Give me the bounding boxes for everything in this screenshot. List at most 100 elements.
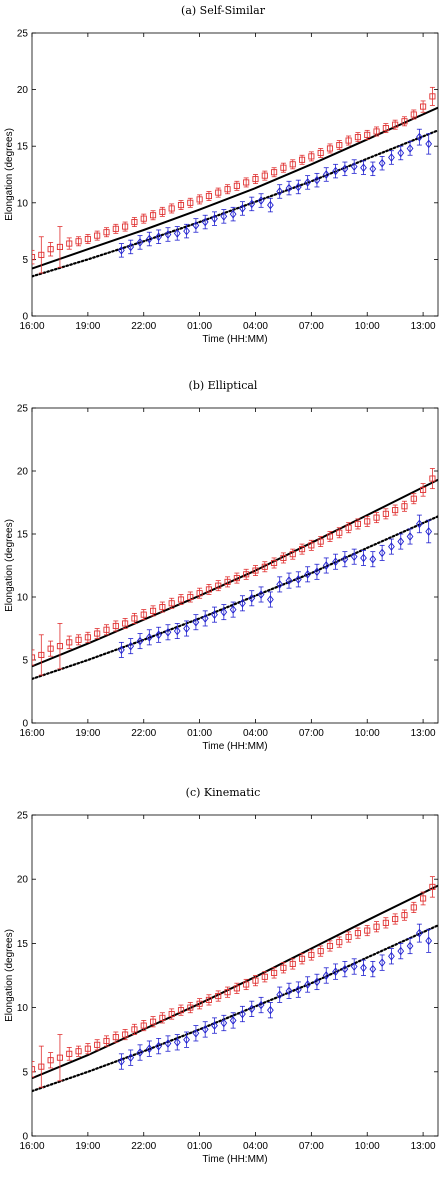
data-point-diamond bbox=[220, 607, 228, 617]
data-point-square bbox=[215, 992, 222, 1000]
data-point-diamond bbox=[164, 1039, 172, 1048]
data-point-diamond bbox=[322, 170, 330, 179]
y-tick-label: 5 bbox=[22, 255, 28, 266]
data-point-square bbox=[75, 636, 82, 643]
data-point-diamond bbox=[211, 214, 218, 223]
data-point-diamond bbox=[183, 1035, 190, 1045]
data-point-square bbox=[392, 121, 399, 128]
data-point-square bbox=[373, 514, 380, 521]
data-point-diamond bbox=[173, 229, 181, 238]
data-point-square bbox=[364, 131, 371, 138]
data-point-square bbox=[47, 645, 54, 652]
data-point-square bbox=[317, 149, 324, 157]
data-point-diamond bbox=[378, 958, 386, 967]
data-point-diamond bbox=[248, 593, 256, 603]
data-point-square bbox=[38, 251, 45, 258]
plot-frame bbox=[31, 32, 439, 317]
data-point-square bbox=[159, 604, 166, 611]
x-tick-label: 10:00 bbox=[355, 728, 380, 739]
data-point-diamond bbox=[416, 928, 423, 938]
data-point-square bbox=[429, 475, 436, 482]
x-tick-label: 07:00 bbox=[299, 1141, 324, 1152]
data-point-square bbox=[382, 125, 389, 132]
data-point-diamond bbox=[155, 1041, 163, 1051]
data-point-diamond bbox=[304, 980, 312, 989]
data-point-diamond bbox=[183, 624, 190, 633]
data-point-square bbox=[298, 156, 306, 163]
data-point-square bbox=[271, 969, 278, 976]
x-tick-label: 10:00 bbox=[355, 1141, 380, 1152]
data-point-square bbox=[429, 93, 436, 100]
data-point-diamond bbox=[220, 212, 228, 221]
x-tick-label: 19:00 bbox=[75, 1141, 100, 1152]
data-point-square bbox=[196, 196, 203, 203]
data-point-diamond bbox=[397, 537, 405, 546]
data-point-square bbox=[354, 134, 361, 141]
data-point-square bbox=[336, 529, 343, 536]
data-point-square bbox=[261, 563, 268, 570]
data-point-square bbox=[382, 510, 389, 517]
data-point-square bbox=[326, 145, 334, 152]
data-point-diamond bbox=[257, 1000, 265, 1010]
data-point-diamond bbox=[397, 148, 405, 158]
data-point-square bbox=[187, 199, 194, 206]
data-point-diamond bbox=[127, 1053, 135, 1063]
data-point-square bbox=[224, 186, 231, 193]
data-point-diamond bbox=[173, 626, 181, 636]
data-point-square bbox=[66, 1050, 73, 1057]
data-point-diamond bbox=[350, 162, 358, 171]
data-point-diamond bbox=[229, 605, 237, 614]
data-point-diamond bbox=[406, 144, 414, 153]
data-point-diamond bbox=[118, 1057, 125, 1066]
plot-frame bbox=[31, 407, 439, 724]
data-point-diamond bbox=[239, 598, 246, 608]
data-point-square bbox=[243, 571, 250, 578]
data-point-diamond bbox=[201, 614, 209, 623]
data-point-diamond bbox=[118, 246, 125, 255]
data-point-square bbox=[410, 904, 417, 911]
y-tick-label: 15 bbox=[17, 939, 29, 950]
data-point-square bbox=[298, 546, 306, 553]
data-point-diamond bbox=[313, 175, 321, 185]
data-point-diamond bbox=[294, 575, 302, 584]
series-blue-diamonds bbox=[118, 923, 433, 1070]
data-point-square bbox=[66, 240, 73, 247]
data-point-square bbox=[150, 212, 157, 219]
data-point-diamond bbox=[248, 199, 256, 209]
y-tick-label: 25 bbox=[17, 404, 29, 415]
y-tick-label: 15 bbox=[17, 530, 29, 541]
data-point-diamond bbox=[369, 554, 377, 564]
data-point-diamond bbox=[164, 627, 172, 637]
x-tick-label: 13:00 bbox=[411, 1141, 436, 1152]
data-point-square bbox=[308, 542, 315, 549]
data-point-square bbox=[84, 1045, 91, 1052]
data-point-square bbox=[47, 246, 54, 253]
x-tick-label: 19:00 bbox=[75, 321, 100, 332]
plot-area bbox=[32, 86, 438, 278]
data-point-diamond bbox=[201, 217, 209, 227]
data-point-square bbox=[345, 933, 352, 941]
data-point-square bbox=[66, 639, 73, 646]
data-point-square bbox=[317, 948, 324, 955]
x-tick-label: 04:00 bbox=[243, 728, 268, 739]
data-point-square bbox=[336, 142, 343, 149]
data-point-diamond bbox=[192, 1028, 200, 1038]
data-point-square bbox=[177, 596, 185, 603]
x-tick-label: 19:00 bbox=[75, 728, 100, 739]
data-point-square bbox=[215, 582, 222, 589]
data-point-diamond bbox=[378, 158, 386, 168]
data-point-square bbox=[364, 518, 371, 525]
data-point-square bbox=[112, 225, 119, 232]
data-point-diamond bbox=[276, 187, 284, 196]
data-point-diamond bbox=[285, 183, 293, 193]
data-point-square bbox=[94, 1041, 101, 1048]
data-point-square bbox=[382, 919, 389, 926]
x-tick-label: 13:00 bbox=[411, 321, 436, 332]
data-point-square bbox=[32, 654, 36, 661]
y-axis-label: Elongation (degrees) bbox=[4, 128, 15, 221]
data-point-diamond bbox=[322, 561, 330, 570]
y-tick-label: 20 bbox=[17, 85, 29, 96]
fit-line-solid bbox=[32, 884, 438, 1080]
data-point-square bbox=[224, 578, 231, 585]
data-point-square bbox=[373, 128, 380, 135]
